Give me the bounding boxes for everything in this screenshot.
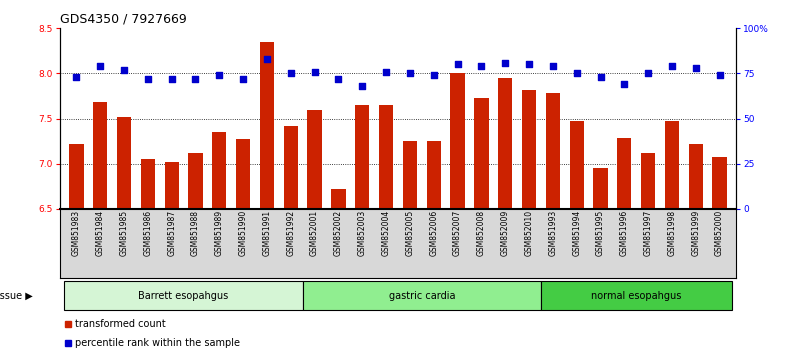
Bar	[302, 281, 541, 310]
Text: GSM852001: GSM852001	[310, 210, 319, 256]
Bar	[712, 156, 727, 209]
Point	[499, 60, 512, 65]
Bar	[474, 98, 489, 209]
Point	[380, 69, 392, 74]
Text: GSM851997: GSM851997	[644, 210, 653, 257]
Point	[618, 81, 630, 87]
Bar	[641, 153, 655, 209]
Bar	[236, 139, 250, 209]
Point	[642, 71, 654, 76]
Text: GSM851993: GSM851993	[548, 210, 557, 257]
Text: normal esopahgus: normal esopahgus	[591, 291, 681, 301]
Point	[689, 65, 702, 71]
Point	[284, 71, 297, 76]
Bar	[427, 141, 441, 209]
Point	[713, 73, 726, 78]
Text: GSM851991: GSM851991	[263, 210, 271, 256]
Point	[523, 62, 536, 67]
Text: GDS4350 / 7927669: GDS4350 / 7927669	[60, 13, 186, 26]
Bar	[331, 189, 345, 209]
Point	[547, 63, 560, 69]
Bar	[403, 141, 417, 209]
Text: Barrett esopahgus: Barrett esopahgus	[139, 291, 228, 301]
Text: gastric cardia: gastric cardia	[388, 291, 455, 301]
Point	[404, 71, 416, 76]
Bar	[141, 159, 155, 209]
Bar	[379, 105, 393, 209]
Bar	[283, 126, 298, 209]
Bar	[64, 281, 302, 310]
Text: GSM851985: GSM851985	[119, 210, 128, 256]
Text: GSM851983: GSM851983	[72, 210, 81, 256]
Bar	[259, 42, 274, 209]
Bar	[593, 168, 607, 209]
Bar	[93, 102, 107, 209]
Bar	[69, 144, 84, 209]
Text: GSM852009: GSM852009	[501, 210, 509, 257]
Text: GSM852005: GSM852005	[405, 210, 415, 257]
Point	[260, 56, 273, 62]
Text: GSM851999: GSM851999	[691, 210, 700, 257]
Point	[94, 63, 107, 69]
Point	[332, 76, 345, 82]
Text: GSM851987: GSM851987	[167, 210, 176, 256]
Bar	[689, 144, 703, 209]
Text: GSM852007: GSM852007	[453, 210, 462, 257]
Point	[142, 76, 154, 82]
Text: GSM852002: GSM852002	[334, 210, 343, 256]
Point	[451, 62, 464, 67]
Text: GSM852003: GSM852003	[357, 210, 367, 257]
Bar	[307, 110, 322, 209]
Text: GSM851990: GSM851990	[239, 210, 248, 257]
Bar	[541, 281, 732, 310]
Bar	[665, 121, 679, 209]
Point	[308, 69, 321, 74]
Text: GSM852000: GSM852000	[715, 210, 724, 257]
Text: GSM852006: GSM852006	[429, 210, 439, 257]
Bar	[546, 93, 560, 209]
Text: GSM851995: GSM851995	[596, 210, 605, 257]
Point	[236, 76, 249, 82]
Bar	[165, 162, 179, 209]
Bar	[189, 153, 203, 209]
Text: GSM851994: GSM851994	[572, 210, 581, 257]
Text: GSM852010: GSM852010	[525, 210, 533, 256]
Point	[70, 74, 83, 80]
Point	[427, 73, 440, 78]
Point	[118, 67, 131, 73]
Text: GSM851998: GSM851998	[668, 210, 677, 256]
Text: GSM851996: GSM851996	[620, 210, 629, 257]
Bar	[355, 105, 369, 209]
Point	[475, 63, 488, 69]
Bar	[522, 90, 537, 209]
Text: GSM851984: GSM851984	[96, 210, 105, 256]
Text: transformed count: transformed count	[75, 319, 166, 329]
Text: GSM852008: GSM852008	[477, 210, 486, 256]
Point	[665, 63, 678, 69]
Text: GSM851992: GSM851992	[287, 210, 295, 256]
Text: percentile rank within the sample: percentile rank within the sample	[75, 338, 240, 348]
Text: tissue ▶: tissue ▶	[0, 291, 33, 301]
Text: GSM851986: GSM851986	[143, 210, 152, 256]
Point	[570, 71, 583, 76]
Point	[213, 73, 226, 78]
Bar	[617, 138, 631, 209]
Bar	[498, 78, 513, 209]
Bar	[117, 117, 131, 209]
Text: GSM852004: GSM852004	[381, 210, 391, 257]
Text: GSM851988: GSM851988	[191, 210, 200, 256]
Bar	[451, 74, 465, 209]
Bar	[213, 132, 227, 209]
Text: GSM851989: GSM851989	[215, 210, 224, 256]
Point	[356, 83, 369, 89]
Point	[189, 76, 202, 82]
Bar	[569, 121, 583, 209]
Point	[594, 74, 607, 80]
Point	[166, 76, 178, 82]
